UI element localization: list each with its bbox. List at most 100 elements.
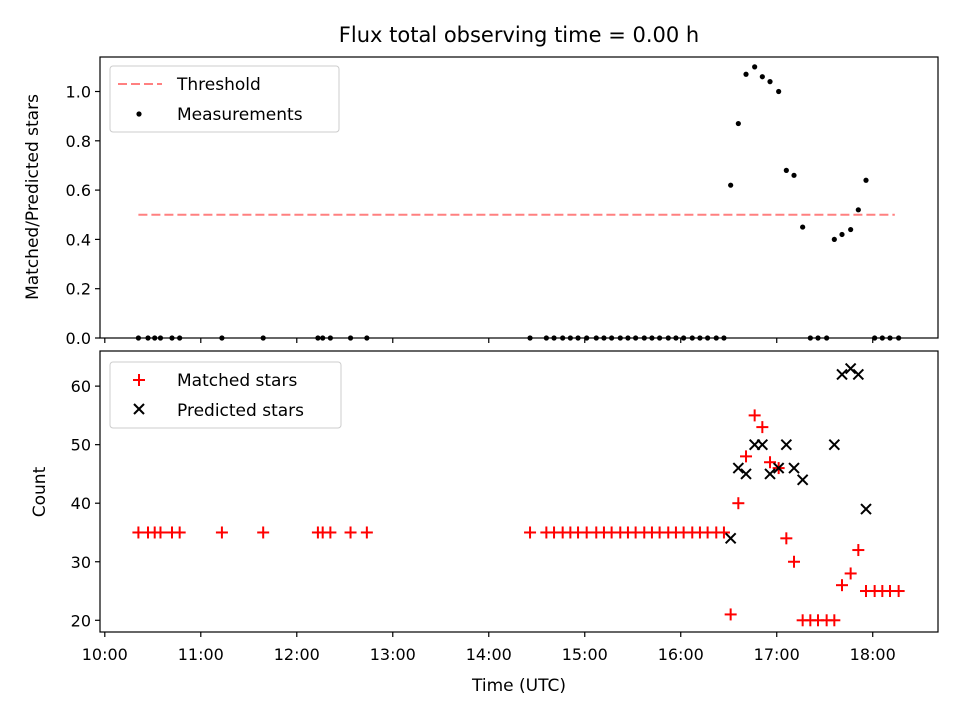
measurement-point [177, 335, 183, 341]
measurement-point [783, 167, 789, 173]
measurement-point [145, 335, 151, 341]
legend-matched-label: Matched stars [177, 371, 297, 391]
x-tick-label: 10:00 [82, 645, 128, 664]
matched-star-point [344, 526, 357, 539]
top-y-tick-label: 0.2 [66, 280, 91, 299]
measurement-point [848, 226, 854, 233]
matched-star-point [788, 555, 801, 568]
top-x-ticks [104, 338, 874, 343]
legend-threshold-label: Threshold [176, 75, 261, 95]
measurement-point [855, 207, 861, 213]
x-tick-label: 14:00 [466, 645, 512, 664]
measurement-point [649, 335, 655, 341]
predicted-star-point [852, 368, 865, 381]
bottom-y-axis: 20 30 40 50 60 [71, 377, 100, 630]
measurement-point [657, 335, 663, 341]
top-y-axis: 0.0 0.2 0.4 0.6 0.8 1.0 [66, 83, 100, 348]
bottom-legend-box [109, 361, 342, 429]
matched-star-point [732, 497, 745, 510]
measurement-point [527, 335, 533, 341]
predicted-star-point [756, 438, 769, 451]
matched-star-point [756, 421, 769, 434]
matched-star-point [740, 450, 753, 463]
measurement-point [601, 335, 607, 341]
measurement-point [593, 335, 599, 341]
measurement-point [609, 335, 615, 341]
measurement-point [327, 335, 333, 341]
bottom-y-tick-label: 30 [71, 553, 91, 572]
measurement-point [839, 231, 845, 238]
predicted-star-point [740, 468, 752, 480]
x-tick-label: 12:00 [274, 645, 320, 664]
measurement-point [152, 335, 158, 341]
matched-star-point [764, 456, 777, 469]
predicted-star-point [772, 462, 785, 474]
measurement-point [759, 74, 765, 80]
measurement-point [665, 335, 671, 341]
matched-star-point [524, 526, 537, 539]
measurement-point [705, 335, 711, 341]
predicted-star-point [844, 362, 857, 375]
measurement-point [721, 335, 727, 341]
x-tick-label: 13:00 [370, 645, 416, 664]
measurement-point [543, 335, 549, 341]
measurement-point [776, 88, 782, 95]
measurement-point [824, 335, 830, 341]
predicted-star-point [860, 503, 872, 515]
bottom-x-axis: 10:00 11:00 12:00 13:00 14:00 15:00 16:00 17:00… [82, 632, 896, 664]
measurement-point [641, 335, 647, 341]
legend-predicted-label: Predicted stars [177, 401, 304, 421]
x-tick-label: 16:00 [658, 645, 704, 664]
measurement-point [169, 335, 175, 341]
bottom-y-axis-label: Count [30, 466, 50, 517]
measurement-point [135, 335, 141, 341]
measurement-point [743, 71, 749, 77]
top-legend: Threshold Measurements [109, 65, 340, 133]
top-legend-box [109, 65, 340, 133]
measurement-point [633, 335, 639, 341]
x-tick-label: 15:00 [562, 645, 608, 664]
measurement-point [887, 335, 893, 341]
predicted-star-point [724, 532, 737, 545]
matched-stars-series [132, 409, 905, 627]
x-axis-label: Time (UTC) [471, 676, 566, 696]
measurement-point [560, 335, 566, 341]
matched-star-point [724, 608, 737, 621]
measurement-point [728, 182, 734, 188]
top-y-tick-label: 0.6 [66, 181, 91, 200]
matched-star-point [892, 585, 905, 598]
measurement-point [863, 177, 869, 183]
measurement-point [625, 335, 631, 341]
predicted-star-point [796, 474, 809, 486]
measurement-point [752, 64, 758, 70]
measurement-point [347, 335, 354, 341]
matched-star-point [215, 526, 228, 539]
top-y-tick-label: 0.8 [66, 132, 91, 151]
measurements-series [135, 64, 902, 341]
measurement-point [807, 335, 813, 341]
predicted-star-point [780, 438, 793, 451]
measurement-point [315, 335, 321, 341]
matched-star-point [324, 526, 337, 539]
matched-star-point [828, 614, 841, 627]
bottom-panel: 20 30 40 50 60 10:00 11:00 12:00 13:00 14:00 15:0… [30, 350, 939, 696]
matched-star-point [717, 526, 730, 539]
measurement-point [791, 172, 797, 178]
bottom-y-tick-label: 20 [71, 611, 91, 630]
measurement-point [896, 335, 902, 341]
measurement-point [879, 335, 885, 341]
measurement-point [260, 335, 266, 341]
measurement-point [567, 335, 573, 341]
matched-star-point [852, 544, 865, 557]
chart-title: Flux total observing time = 0.00 h [339, 23, 699, 47]
matched-star-point [154, 526, 167, 539]
top-panel: 0.0 0.2 0.4 0.6 0.8 1.0 Matched/Predicted sta… [23, 56, 939, 348]
x-tick-label: 18:00 [850, 645, 896, 664]
top-y-tick-label: 0.0 [66, 329, 91, 348]
measurement-point [364, 335, 370, 341]
measurement-point [713, 335, 719, 341]
measurement-point [673, 335, 679, 341]
matched-star-point [257, 526, 270, 539]
measurement-point [815, 335, 821, 341]
